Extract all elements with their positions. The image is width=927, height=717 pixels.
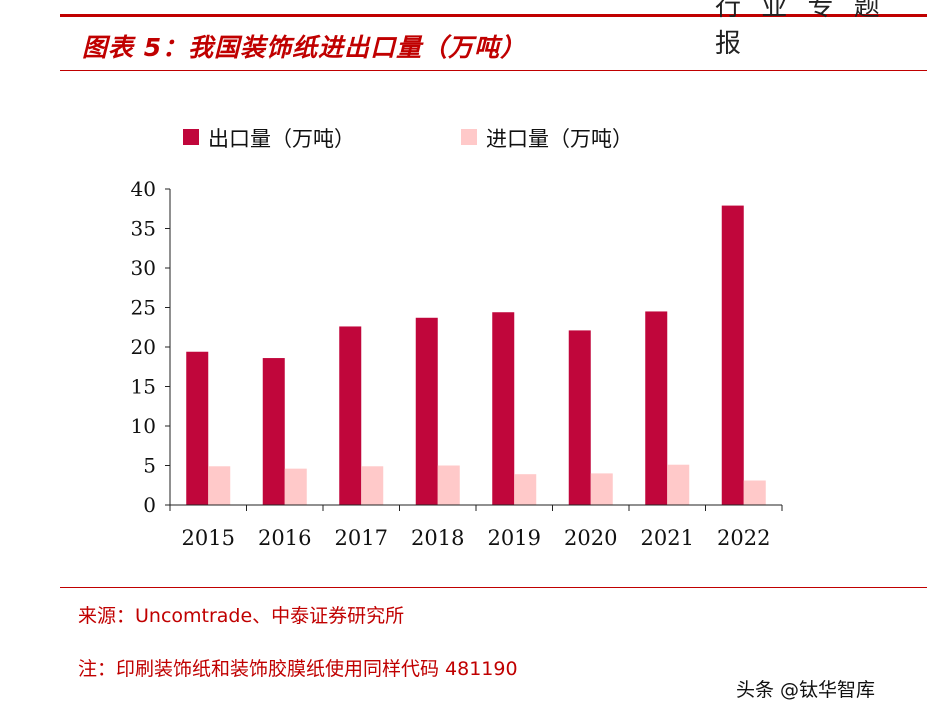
legend-swatch-import [461, 129, 477, 145]
chart-legend: 出口量（万吨） 进口量（万吨） [183, 127, 633, 151]
y-tick-label: 25 [131, 296, 156, 320]
bar-chart: 出口量（万吨） 进口量（万吨） 0 5 10 15 20 25 30 35 40 2015 2016… [131, 127, 783, 550]
import-bar-2017 [361, 466, 384, 505]
legend-label-export: 出口量（万吨） [208, 127, 355, 151]
code-note: 注：印刷装饰纸和装饰胶膜纸使用同样代码 481190 [78, 658, 518, 680]
header-cropped-text: 行 业 专 题 报 [715, 0, 886, 59]
x-tick-label: 2015 [182, 526, 235, 550]
y-tick-label: 30 [131, 256, 156, 280]
y-tick-label: 40 [131, 177, 156, 201]
footer-divider [60, 587, 927, 588]
export-bar-2017 [339, 326, 362, 505]
header-top-rule [60, 14, 927, 17]
export-bar-2018 [415, 317, 438, 505]
source-note: 来源：Uncomtrade、中泰证券研究所 [78, 605, 405, 627]
export-bar-2022 [721, 205, 744, 505]
import-bar-2020 [590, 473, 613, 505]
legend-label-import: 进口量（万吨） [486, 127, 633, 151]
import-bar-2022 [743, 480, 766, 505]
title-underline [60, 70, 927, 71]
export-bar-2021 [645, 311, 668, 505]
export-bar-2016 [262, 358, 285, 505]
import-bar-2019 [514, 474, 537, 505]
x-tick-label: 2016 [258, 526, 311, 550]
x-tick-label: 2022 [717, 526, 770, 550]
export-bar-2020 [568, 330, 591, 505]
export-bar-2019 [492, 312, 515, 505]
y-tick-label: 10 [131, 414, 156, 438]
x-tick-label: 2020 [564, 526, 617, 550]
import-bar-2016 [284, 468, 307, 505]
x-axis: 2015 2016 2017 2018 2019 2020 2021 2022 [169, 504, 783, 550]
legend-swatch-export [183, 129, 199, 145]
import-bar-2021 [667, 464, 690, 505]
y-tick-label: 35 [131, 217, 156, 241]
watermark-text: 头条 @钛华智库 [736, 679, 876, 701]
import-bar-2015 [208, 466, 231, 505]
y-tick-label: 15 [131, 375, 156, 399]
y-tick-label: 5 [143, 454, 156, 478]
export-bar-2015 [186, 351, 209, 505]
x-tick-label: 2021 [641, 526, 694, 550]
import-bar-2018 [437, 465, 460, 505]
figure-title: 图表 5：我国装饰纸进出口量（万吨） [82, 33, 527, 62]
y-axis: 0 5 10 15 20 25 30 35 40 [131, 177, 171, 517]
x-tick-label: 2018 [411, 526, 464, 550]
y-tick-label: 20 [131, 335, 156, 359]
x-tick-label: 2019 [488, 526, 541, 550]
y-tick-label: 0 [143, 493, 156, 517]
x-tick-label: 2017 [335, 526, 388, 550]
bar-series [186, 205, 766, 505]
